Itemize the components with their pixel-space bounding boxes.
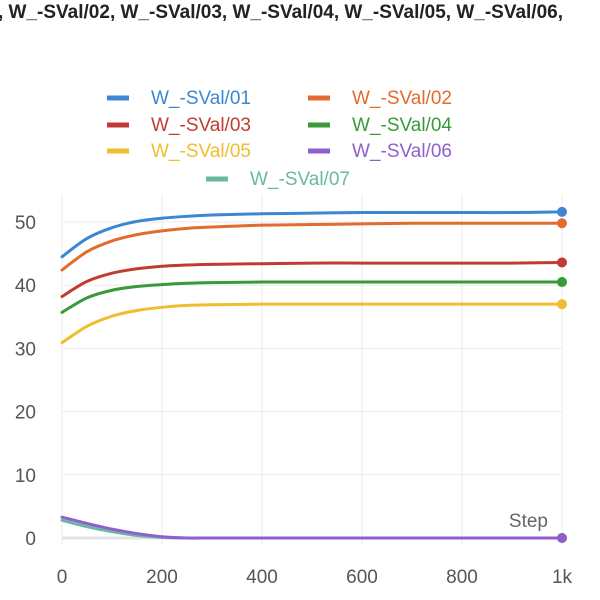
series-endpoint-W_-SVal/06 [557,533,567,543]
legend-label: W_-SVal/05 [151,141,251,162]
legend-label: W_-SVal/03 [151,115,251,136]
x-tick-label: 1k [552,567,573,588]
x-tick-label: 800 [446,567,478,588]
axes: 0 10 20 30 40 50 0 200 400 600 800 1k Step [15,213,573,588]
grid [61,195,563,544]
y-tick-label: 50 [15,213,36,234]
y-tick-label: 0 [25,529,36,550]
chart-title: , W_-SVal/02, W_-SVal/03, W_-SVal/04, W_… [0,0,600,26]
y-tick-label: 20 [15,403,36,424]
legend-item-W_-SVal/04[interactable]: W_-SVal/04 [308,115,452,136]
series-line-W_-SVal/05 [60,302,564,345]
series-endpoint-W_-SVal/05 [557,299,567,310]
legend-label: W_-SVal/02 [352,88,452,109]
legend-label: W_-SVal/06 [352,141,452,162]
series-endpoint-W_-SVal/03 [557,257,567,268]
legend-label: W_-SVal/01 [151,88,251,109]
x-axis-title: Step [509,511,548,532]
series-line-W_-SVal/02 [60,221,564,272]
series-line-W_-SVal/04 [60,280,564,314]
y-tick-label: 10 [15,466,36,487]
series-line-W_-SVal/06 [60,515,564,540]
legend-item-W_-SVal/06[interactable]: W_-SVal/06 [308,141,452,162]
y-tick-label: 40 [15,276,36,297]
series-endpoint-W_-SVal/02 [557,218,567,229]
series-line-W_-SVal/03 [60,260,564,299]
chart-title-text: , W_-SVal/02, W_-SVal/03, W_-SVal/04, W_… [0,2,563,23]
legend-item-W_-SVal/07[interactable]: W_-SVal/07 [206,169,350,190]
x-tick-label: 400 [246,567,278,588]
legend-item-W_-SVal/01[interactable]: W_-SVal/01 [107,88,251,109]
legend-item-W_-SVal/05[interactable]: W_-SVal/05 [107,141,251,162]
legend[interactable]: W_-SVal/01 W_-SVal/02 W_-SVal/03 W_-SVal/04… [107,88,452,190]
series-endpoint-W_-SVal/04 [557,277,567,288]
legend-label: W_-SVal/04 [352,115,452,136]
series-endpoint-W_-SVal/01 [557,206,567,217]
x-tick-label: 0 [57,567,68,588]
series-line-W_-SVal/01 [60,210,564,259]
series-line-W_-SVal/07 [60,518,564,540]
x-tick-label: 200 [146,567,178,588]
legend-label: W_-SVal/07 [250,169,350,190]
legend-item-W_-SVal/02[interactable]: W_-SVal/02 [308,88,452,109]
y-tick-label: 30 [15,339,36,360]
series-lines [60,206,567,543]
legend-item-W_-SVal/03[interactable]: W_-SVal/03 [107,115,251,136]
x-tick-label: 600 [346,567,378,588]
